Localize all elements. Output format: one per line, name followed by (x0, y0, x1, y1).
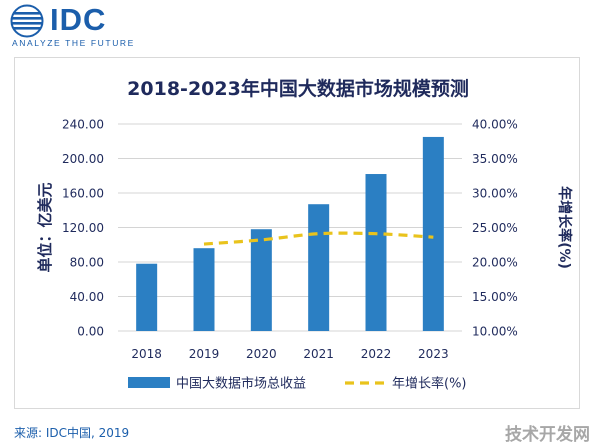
y2-tick-label: 35.00% (472, 152, 518, 166)
y2-tick-label: 15.00% (472, 290, 518, 304)
legend-bar-swatch (128, 377, 170, 388)
legend-bar-label: 中国大数据市场总收益 (176, 376, 306, 392)
bar (308, 204, 330, 331)
x-tick-label: 2021 (303, 347, 334, 361)
x-tick-label: 2022 (361, 347, 392, 361)
y-tick-label: 0.00 (77, 325, 104, 339)
source-note: 来源: IDC中国, 2019 (14, 426, 130, 440)
y2-axis-title: 年增长率(%) (556, 186, 573, 269)
y-tick-label: 40.00 (70, 290, 104, 304)
idc-logo: IDC ANALYZE THE FUTURE (10, 2, 170, 50)
y2-tick-label: 40.00% (472, 118, 518, 132)
watermark: 技术开发网 (505, 425, 590, 445)
y2-tick-label: 30.00% (472, 187, 518, 201)
y-tick-label: 240.00 (62, 118, 104, 132)
logo-brand: IDC (50, 2, 107, 37)
bar (250, 229, 272, 331)
bar (365, 174, 387, 331)
x-tick-label: 2023 (418, 347, 449, 361)
x-tick-label: 2020 (246, 347, 277, 361)
y-tick-label: 120.00 (62, 221, 104, 235)
legend-line-label: 年增长率(%) (392, 376, 467, 392)
y-tick-label: 80.00 (70, 256, 104, 270)
x-tick-label: 2018 (131, 347, 162, 361)
logo-tagline: ANALYZE THE FUTURE (12, 38, 135, 48)
bar (193, 248, 215, 331)
globe-icon (10, 4, 44, 38)
x-tick-label: 2019 (189, 347, 220, 361)
y-tick-label: 160.00 (62, 187, 104, 201)
y2-tick-label: 10.00% (472, 325, 518, 339)
chart-title: 2018-2023年中国大数据市场规模预测 (127, 78, 469, 100)
chart-panel (14, 57, 580, 409)
y2-tick-label: 20.00% (472, 256, 518, 270)
y-axis-title: 单位：亿美元 (36, 182, 54, 272)
y2-tick-label: 25.00% (472, 221, 518, 235)
growth-line (203, 231, 434, 246)
bar (422, 136, 444, 331)
bar (136, 263, 158, 331)
y-tick-label: 200.00 (62, 152, 104, 166)
